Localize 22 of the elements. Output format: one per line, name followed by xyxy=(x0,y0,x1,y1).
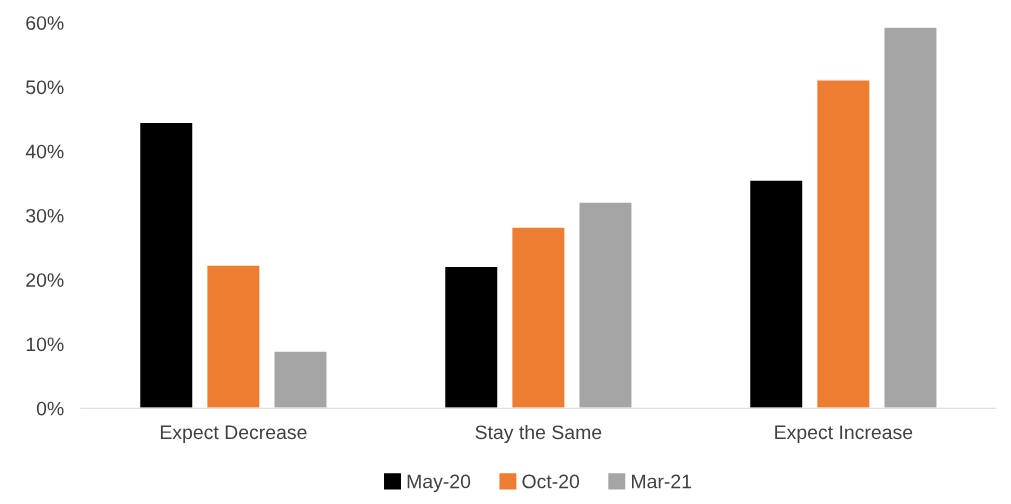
legend-label: May-20 xyxy=(407,474,471,493)
legend-label: Oct-20 xyxy=(522,474,580,489)
bar xyxy=(205,264,261,409)
bar xyxy=(578,201,633,409)
y-tick-label: 30% xyxy=(26,208,64,223)
bar xyxy=(138,121,194,409)
bar xyxy=(883,26,938,409)
y-tick-label: 10% xyxy=(26,337,64,352)
y-tick-label: 20% xyxy=(26,273,64,287)
bar xyxy=(510,226,566,409)
x-tick-label: Expect Decrease xyxy=(160,425,307,444)
x-tick-label: Stay the Same xyxy=(475,424,602,444)
x-tick-label: Expect Increase xyxy=(775,425,913,444)
y-tick-label: 50% xyxy=(26,80,64,95)
legend-label: Mar-21 xyxy=(632,474,692,489)
bar xyxy=(815,79,871,409)
bar xyxy=(748,179,804,409)
y-tick-label: 0% xyxy=(36,401,64,416)
bar xyxy=(443,265,499,409)
bar xyxy=(273,350,328,409)
y-tick-label: 60% xyxy=(26,16,64,30)
y-tick-label: 40% xyxy=(25,144,64,159)
